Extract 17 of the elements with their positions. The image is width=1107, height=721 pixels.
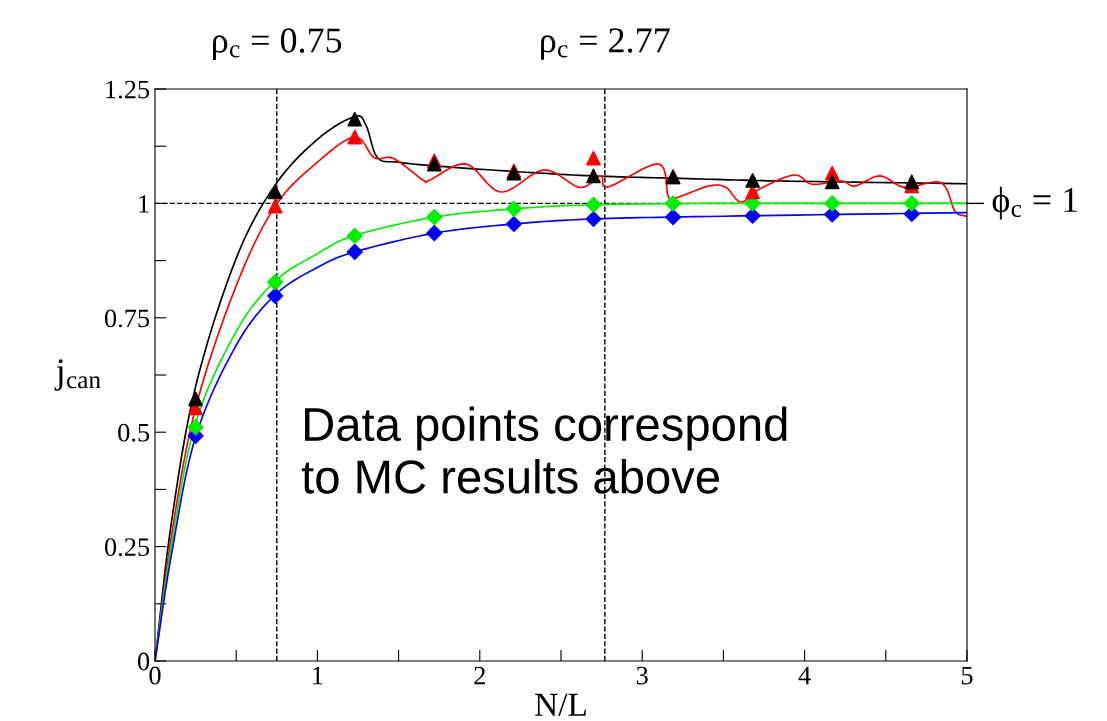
y-tick-label: 0.5 bbox=[118, 423, 150, 442]
x-axis-title: N/L bbox=[535, 693, 586, 717]
y-tick-label: 0 bbox=[137, 652, 150, 671]
annotation: Data points correspond to MC results above bbox=[301, 406, 787, 494]
ref-line-label: ϕ$_{c}$ = 1 bbox=[992, 186, 1078, 220]
x-tick-label: 3 bbox=[636, 666, 648, 685]
ref-line-label: ρ$_{c}$ = 2.77 bbox=[541, 28, 670, 60]
x-tick-label: 1 bbox=[313, 666, 323, 685]
y-tick-label: 0.25 bbox=[104, 538, 150, 557]
ref-line-label: ρ$_{c}$ = 0.75 bbox=[213, 28, 342, 60]
y-tick-label: 1.25 bbox=[106, 80, 150, 99]
x-tick-label: 2 bbox=[474, 666, 485, 685]
y-tick-label: 0.75 bbox=[104, 309, 150, 328]
x-tick-label: 5 bbox=[961, 666, 973, 685]
y-tick-label: 1 bbox=[139, 195, 149, 213]
y-axis-title: j$_{can}$ bbox=[54, 359, 101, 391]
x-tick-label: 4 bbox=[798, 666, 811, 685]
